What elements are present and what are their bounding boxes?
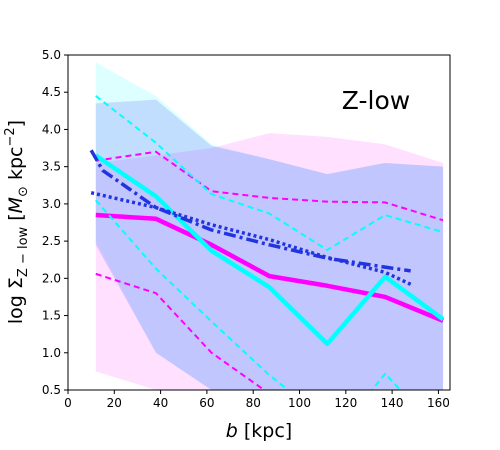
y-tick-label: 4.0 [42, 122, 61, 136]
y-tick-label: 1.0 [42, 346, 61, 360]
series-line-2 [95, 272, 266, 390]
x-tick-label: 80 [246, 396, 261, 410]
series-line-1 [95, 150, 444, 222]
y-tick-label: 0.5 [42, 383, 61, 397]
series-line-5 [95, 199, 290, 390]
y-axis-label-group: log ΣZ − low [M⊙ kpc−2] [3, 120, 31, 324]
x-tick-label: 60 [199, 396, 214, 410]
x-tick-label: 20 [107, 396, 122, 410]
x-axis-label: b [kpc] [226, 420, 292, 442]
y-axis-label: log ΣZ − low [M⊙ kpc−2] [3, 120, 31, 324]
x-tick-label: 0 [64, 396, 72, 410]
panel-annotation: Z-low [342, 86, 410, 115]
band-0 [95, 133, 444, 390]
y-tick-label: 2.5 [42, 234, 61, 248]
y-tick-label: 4.5 [42, 85, 61, 99]
series-layer [89, 95, 445, 390]
series-line-6 [370, 372, 402, 390]
y-tick-label: 2.0 [42, 271, 61, 285]
x-tick-label: 120 [334, 396, 357, 410]
x-tick-label: 140 [381, 396, 404, 410]
series-line-0 [95, 212, 444, 323]
x-tick-label: 40 [153, 396, 168, 410]
series-line-4 [95, 95, 444, 252]
x-axis-ticks: 0 20 40 60 80 100 120 140 160 [64, 390, 450, 410]
plot-frame [67, 54, 451, 391]
y-axis-ticks: 0.5 1.0 1.5 2.0 2.5 3.0 3.5 4.0 4.5 5.0 [42, 48, 68, 397]
y-tick-label: 3.5 [42, 160, 61, 174]
series-line-7 [89, 149, 411, 273]
y-tick-label: 1.5 [42, 309, 61, 323]
x-tick-label: 100 [288, 396, 311, 410]
y-tick-label: 3.0 [42, 197, 61, 211]
x-tick-label: 160 [427, 396, 450, 410]
series-line-8 [90, 191, 412, 286]
series-line-3 [94, 153, 445, 347]
y-tick-label: 5.0 [42, 48, 61, 62]
